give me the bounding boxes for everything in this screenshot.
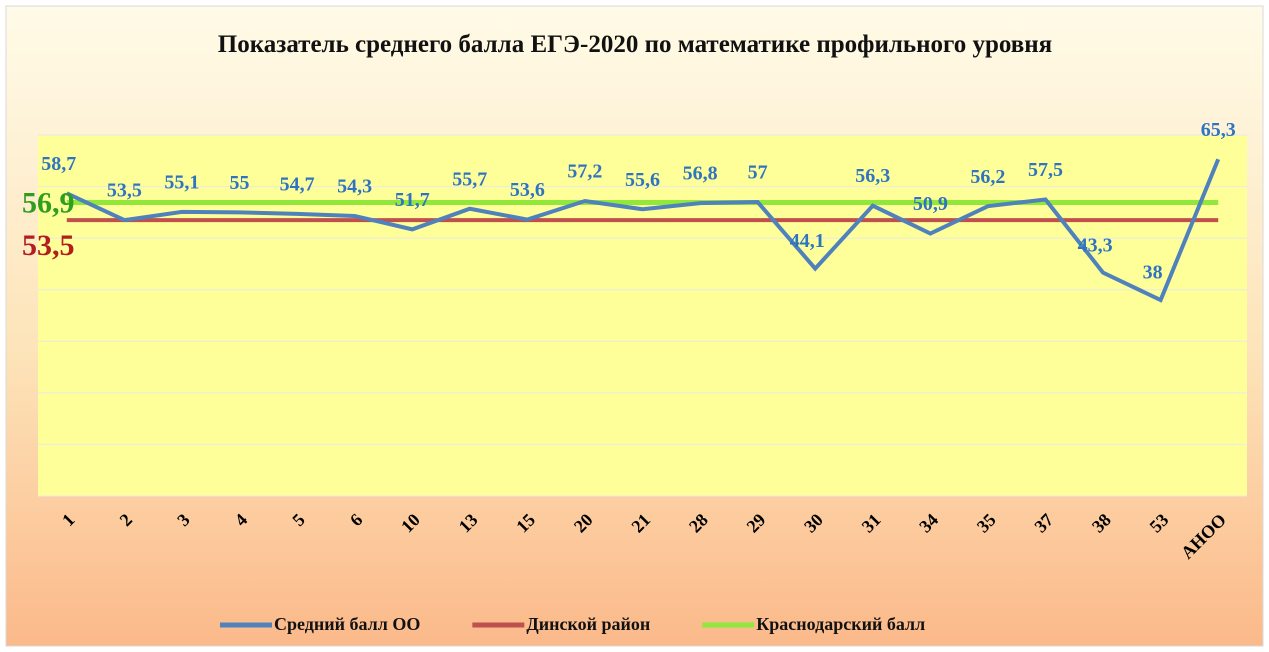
data-label: 55 [230,172,250,194]
legend-label: Динской район [526,614,650,634]
data-label: 65,3 [1201,119,1236,141]
data-label: 50,9 [913,193,948,215]
data-label: 56,2 [970,166,1005,188]
data-label: 55,1 [164,171,199,193]
data-label: 56,8 [683,163,718,185]
plot-area [38,135,1247,496]
data-label: 44,1 [790,230,825,252]
data-label: 54,7 [280,173,315,195]
data-label: 57,2 [567,161,602,183]
title-box: Показатель среднего балла ЕГЭ-2020 по ма… [217,31,1053,58]
legend-label: Средний балл ОО [274,614,420,634]
annotation: 56,9 [22,186,75,219]
data-label: 38 [1143,262,1163,284]
chart-title: Показатель среднего балла ЕГЭ-2020 по ма… [217,31,1053,58]
data-label: 55,6 [625,169,660,191]
data-label: 57 [748,162,768,184]
data-label: 56,3 [855,165,890,187]
data-label: 54,3 [337,176,372,198]
data-label: 53,5 [107,180,142,202]
data-label: 51,7 [395,189,430,211]
series-line [65,158,1221,303]
data-label: 58,7 [41,153,76,175]
annotation: 53,5 [22,229,75,262]
data-label: 57,5 [1028,159,1063,181]
data-label: 53,6 [510,179,545,201]
data-label: 55,7 [452,168,487,190]
legend-label: Краснодарский балл [756,614,925,634]
data-label: 43,3 [1078,234,1113,256]
